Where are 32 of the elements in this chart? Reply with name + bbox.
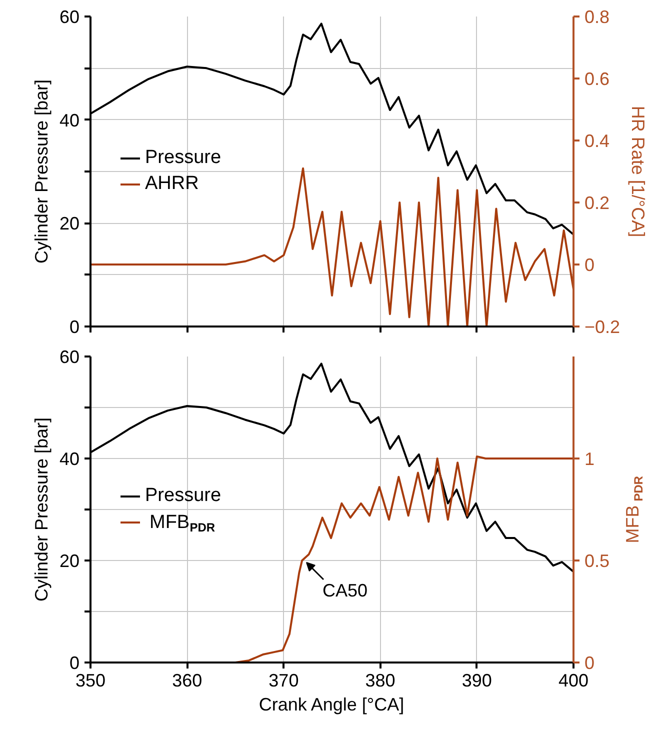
y2-tick-label: 0.2 [584, 193, 610, 213]
y2-tick-label: 0.8 [584, 7, 610, 27]
legend-label: AHRR [145, 173, 199, 195]
y-tick-label: 0 [69, 653, 80, 673]
y-axis-title: Cylinder Pressure [bar] [31, 417, 52, 602]
y-tick-label: 60 [59, 7, 80, 27]
y-tick-label: 20 [59, 551, 80, 571]
y-tick-label: 20 [59, 214, 80, 234]
x-tick-label: 390 [462, 670, 492, 690]
y2-tick-label: 0 [584, 653, 595, 673]
x-tick-label: 350 [75, 670, 106, 690]
x-tick-label: 360 [172, 670, 202, 690]
y2-axis-title: HR Rate [1/°CA] [628, 106, 648, 238]
y2-tick-label: 0 [584, 255, 595, 275]
x-tick-label: 380 [365, 670, 396, 690]
legend-label: Pressure [145, 147, 222, 169]
x-tick-label: 370 [268, 670, 299, 690]
x-tick-label: 400 [558, 670, 589, 690]
y-tick-label: 40 [59, 449, 80, 469]
y2-tick-label: 0.5 [584, 551, 610, 571]
y2-axis-title: MFBPDR [622, 476, 646, 544]
annotation: CA50 [322, 580, 368, 600]
y2-tick-label: 0.4 [584, 131, 610, 151]
y2-tick-label: −0.2 [584, 317, 620, 337]
legend-label: Pressure [145, 485, 222, 507]
y-tick-label: 60 [59, 347, 80, 367]
y-tick-label: 40 [59, 110, 80, 130]
y-tick-label: 0 [69, 317, 80, 337]
y-axis-title: Cylinder Pressure [bar] [31, 79, 52, 264]
y2-tick-label: 1 [584, 449, 595, 469]
x-axis-title: Crank Angle [°CA] [258, 694, 404, 714]
y2-tick-label: 0.6 [584, 69, 610, 89]
